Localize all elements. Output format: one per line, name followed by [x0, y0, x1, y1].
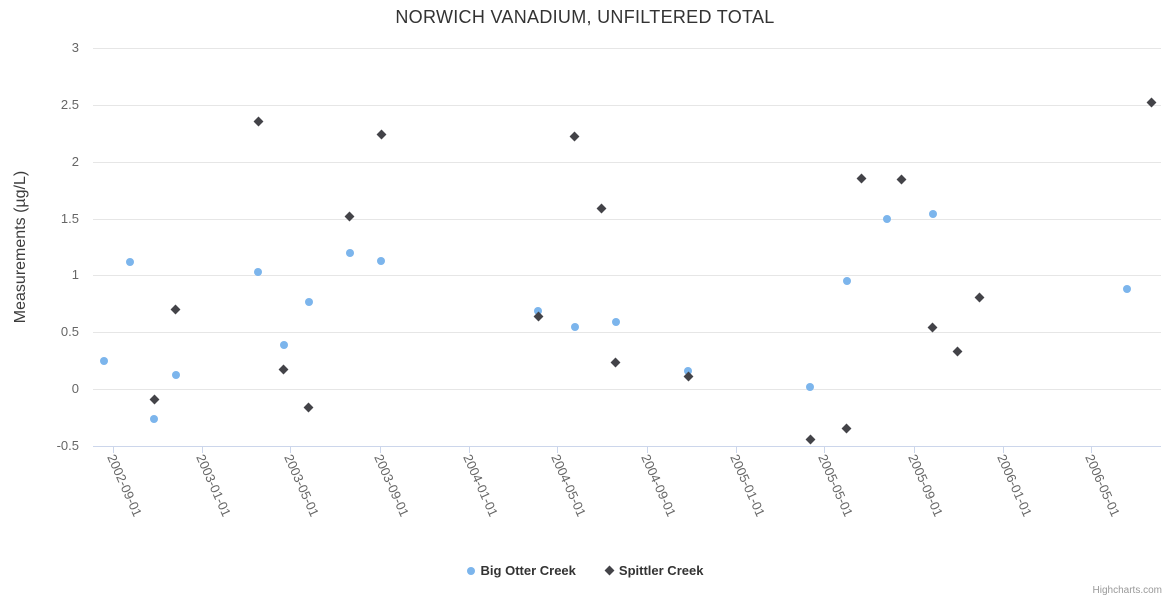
y-gridline [93, 48, 1161, 49]
legend-item-spittler-creek[interactable]: Spittler Creek [604, 563, 704, 578]
data-point-spittler-creek[interactable] [805, 434, 816, 445]
data-point-big-otter-creek[interactable] [279, 340, 288, 349]
data-point-spittler-creek[interactable] [149, 394, 160, 405]
data-point-spittler-creek[interactable] [610, 358, 621, 368]
data-point-spittler-creek[interactable] [170, 304, 181, 315]
x-axis-tick-label: 2005-01-01 [727, 452, 769, 519]
data-point-spittler-creek[interactable] [569, 131, 580, 142]
x-axis-tick-label: 2003-01-01 [193, 452, 234, 519]
x-axis-tick-label: 2006-01-01 [994, 452, 1036, 519]
x-axis-tick [647, 447, 649, 453]
y-axis-tick-label: 1 [71, 267, 79, 283]
x-axis-tick-label: 2004-09-01 [638, 452, 680, 519]
y-axis-tick-label: -0.5 [56, 438, 79, 453]
y-axis-tick-label: 2.5 [60, 96, 79, 112]
x-axis-tick [201, 447, 203, 453]
x-axis-tick [557, 447, 559, 453]
circle-marker-icon [466, 566, 475, 575]
y-gridline [93, 161, 1161, 163]
highcharts-credit-link[interactable]: Highcharts.com [1092, 585, 1162, 596]
data-point-spittler-creek[interactable] [927, 322, 938, 333]
legend-label: Big Otter Creek [480, 563, 576, 578]
x-axis-tick [289, 447, 291, 453]
data-point-big-otter-creek[interactable] [611, 318, 620, 327]
data-point-big-otter-creek[interactable] [126, 257, 135, 266]
data-point-spittler-creek[interactable] [344, 211, 355, 222]
data-point-spittler-creek[interactable] [974, 292, 985, 302]
x-axis-tick-label: 2005-09-01 [905, 452, 946, 519]
data-point-big-otter-creek[interactable] [1123, 285, 1132, 294]
data-point-big-otter-creek[interactable] [842, 277, 851, 286]
y-axis-tick-label: 2 [71, 153, 79, 169]
x-axis-tick-label: 2005-05-01 [815, 452, 857, 519]
x-axis-tick-label: 2002-09-01 [104, 452, 145, 519]
y-gridline [93, 218, 1161, 220]
x-axis-tick [736, 447, 738, 453]
y-gridline [93, 104, 1161, 106]
y-gridline [93, 332, 1161, 334]
data-point-spittler-creek[interactable] [1146, 97, 1157, 108]
x-axis-tick [913, 447, 915, 453]
y-axis-title: Measurements (µg/L) [12, 170, 29, 324]
data-point-big-otter-creek[interactable] [684, 366, 693, 375]
x-axis-tick [112, 447, 114, 453]
x-axis-tick [824, 447, 825, 453]
data-point-big-otter-creek[interactable] [882, 214, 891, 223]
chart-title: NORWICH VANADIUM, UNFILTERED TOTAL [395, 7, 775, 27]
data-point-spittler-creek[interactable] [303, 402, 314, 413]
data-point-spittler-creek[interactable] [278, 364, 289, 375]
x-axis-tick-label: 2006-05-01 [1082, 452, 1123, 519]
data-point-big-otter-creek[interactable] [304, 297, 313, 306]
x-axis-tick [468, 447, 470, 453]
x-axis-tick-label: 2004-05-01 [548, 452, 590, 519]
data-point-big-otter-creek[interactable] [377, 256, 386, 265]
data-point-spittler-creek[interactable] [253, 116, 264, 127]
data-point-big-otter-creek[interactable] [99, 356, 108, 365]
data-point-spittler-creek[interactable] [596, 203, 606, 214]
data-point-big-otter-creek[interactable] [928, 210, 937, 219]
y-gridline [93, 275, 1161, 277]
data-point-big-otter-creek[interactable] [806, 382, 815, 391]
legend-item-big-otter-creek[interactable]: Big Otter Creek [466, 563, 576, 578]
data-point-spittler-creek[interactable] [952, 346, 963, 357]
legend: Big Otter Creek Spittler Creek [0, 563, 1170, 578]
x-axis-tick [1003, 447, 1005, 453]
y-gridline [93, 389, 1161, 391]
x-axis-line [93, 446, 1161, 447]
data-point-spittler-creek[interactable] [856, 173, 867, 184]
x-axis-tick [1090, 447, 1092, 453]
y-axis-tick-label: 0 [71, 381, 79, 397]
data-point-big-otter-creek[interactable] [570, 322, 579, 331]
data-point-spittler-creek[interactable] [841, 423, 852, 434]
x-axis-tick-label: 2003-05-01 [280, 452, 322, 519]
data-point-big-otter-creek[interactable] [171, 371, 180, 380]
y-axis-tick-label: 1.5 [60, 210, 79, 226]
x-axis-tick-label: 2003-09-01 [370, 452, 412, 519]
legend-label: Spittler Creek [618, 563, 704, 578]
data-point-spittler-creek[interactable] [896, 174, 907, 185]
data-point-spittler-creek[interactable] [376, 129, 386, 140]
y-axis-tick-label: 3 [71, 40, 79, 55]
data-point-big-otter-creek[interactable] [345, 248, 354, 257]
y-axis-tick-label: 0.5 [60, 324, 79, 340]
data-point-big-otter-creek[interactable] [150, 414, 159, 423]
diamond-marker-icon [604, 565, 615, 576]
data-point-big-otter-creek[interactable] [254, 268, 263, 277]
x-axis-tick-label: 2004-01-01 [460, 452, 501, 519]
x-axis-tick [379, 447, 381, 453]
data-point-big-otter-creek[interactable] [534, 306, 543, 315]
